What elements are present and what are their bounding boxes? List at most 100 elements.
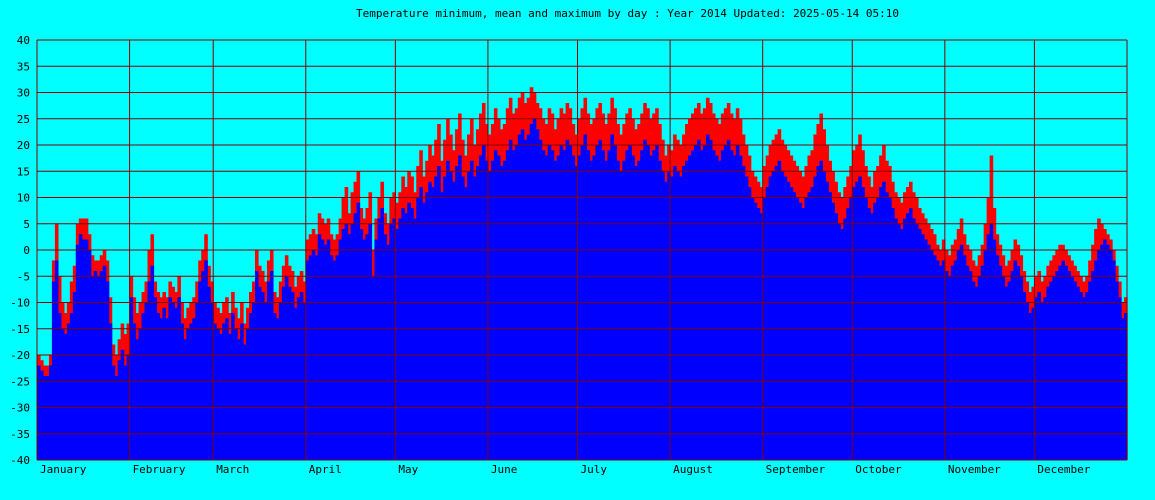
min-bar — [347, 234, 352, 460]
min-bar — [299, 292, 304, 460]
min-bar — [368, 223, 373, 460]
x-tick-label: April — [309, 463, 342, 476]
min-bar — [962, 255, 967, 460]
x-tick-label: September — [766, 463, 826, 476]
min-bar — [1082, 297, 1086, 460]
min-bar — [470, 160, 474, 460]
min-bar — [810, 187, 815, 460]
min-bar — [729, 150, 734, 460]
min-bar — [484, 160, 489, 460]
min-bar — [640, 150, 644, 460]
min-bar — [446, 160, 450, 460]
min-bar — [505, 150, 510, 460]
min-bar — [464, 187, 468, 460]
min-bar — [971, 281, 976, 460]
min-bar — [407, 202, 411, 460]
min-bar — [293, 307, 298, 460]
min-bar — [634, 166, 638, 460]
min-bar — [891, 208, 895, 460]
min-bar — [1106, 244, 1110, 460]
min-bar — [765, 187, 770, 460]
min-bar — [222, 323, 226, 460]
min-bar — [138, 328, 143, 460]
grid-layer — [36, 39, 1128, 461]
min-bar — [123, 365, 128, 460]
min-bar — [867, 208, 871, 460]
min-bar — [998, 265, 1003, 460]
min-bar — [586, 150, 591, 460]
min-bar — [323, 244, 328, 460]
min-bar — [54, 260, 59, 460]
y-tick-label: 10 — [17, 192, 30, 205]
min-bar — [726, 139, 731, 460]
min-bar — [834, 213, 838, 460]
min-bar — [422, 202, 426, 460]
min-bar — [535, 129, 540, 460]
min-bar — [389, 223, 393, 460]
min-bar — [741, 166, 746, 460]
min-bar — [897, 223, 901, 460]
min-bar — [783, 176, 788, 460]
x-tick-label: May — [398, 463, 418, 476]
min-bar — [571, 155, 576, 460]
min-bar — [562, 150, 567, 460]
min-bar — [1016, 265, 1021, 460]
min-bar — [882, 181, 886, 460]
min-bar — [174, 307, 178, 460]
min-bar — [153, 297, 158, 460]
min-bar — [1088, 281, 1092, 460]
min-bar — [380, 208, 385, 460]
min-bar — [679, 176, 683, 460]
min-bar — [63, 334, 68, 460]
min-bar — [965, 265, 970, 460]
min-bar — [1070, 276, 1074, 460]
min-bar — [711, 150, 716, 460]
min-bar — [260, 292, 265, 460]
y-tick-label: -5 — [17, 270, 30, 283]
min-bar — [980, 265, 985, 460]
y-tick-label: -30 — [10, 402, 30, 415]
min-bar — [243, 344, 247, 460]
min-bar — [1115, 281, 1119, 460]
min-bar — [649, 155, 653, 460]
y-tick-label: 35 — [17, 60, 30, 73]
min-bar — [392, 218, 396, 460]
min-bar — [789, 187, 794, 460]
min-bar — [911, 218, 916, 460]
min-bar — [219, 334, 223, 460]
min-bar — [1013, 260, 1018, 460]
min-bar — [356, 202, 361, 460]
min-bar — [661, 171, 665, 460]
min-bar — [207, 286, 211, 460]
min-bar — [589, 160, 594, 460]
y-tick-label: 5 — [23, 218, 30, 231]
min-bar — [228, 334, 232, 460]
min-bar — [162, 307, 167, 460]
min-bar — [685, 160, 689, 460]
min-bar — [631, 155, 635, 460]
min-bar — [1100, 244, 1104, 460]
min-bar — [461, 176, 465, 460]
min-bar — [1052, 276, 1056, 460]
min-bar — [335, 255, 340, 460]
chart-title: Temperature minimum, mean and maximum by… — [0, 7, 1155, 20]
min-bar — [431, 187, 435, 460]
min-bar — [75, 244, 80, 460]
min-bar — [1103, 239, 1107, 460]
min-bar — [959, 244, 964, 460]
min-bar — [371, 276, 376, 460]
min-bar — [894, 218, 898, 460]
min-bar — [825, 181, 829, 460]
min-bar — [529, 124, 534, 460]
min-bar — [840, 229, 844, 460]
min-bar — [553, 160, 558, 460]
min-bar — [240, 323, 244, 460]
min-bar — [583, 134, 588, 460]
min-bar — [96, 276, 101, 460]
min-bar — [1094, 260, 1098, 460]
min-bar — [93, 271, 98, 460]
min-bar — [225, 318, 229, 460]
min-bar — [691, 150, 695, 460]
min-bar — [819, 160, 823, 460]
